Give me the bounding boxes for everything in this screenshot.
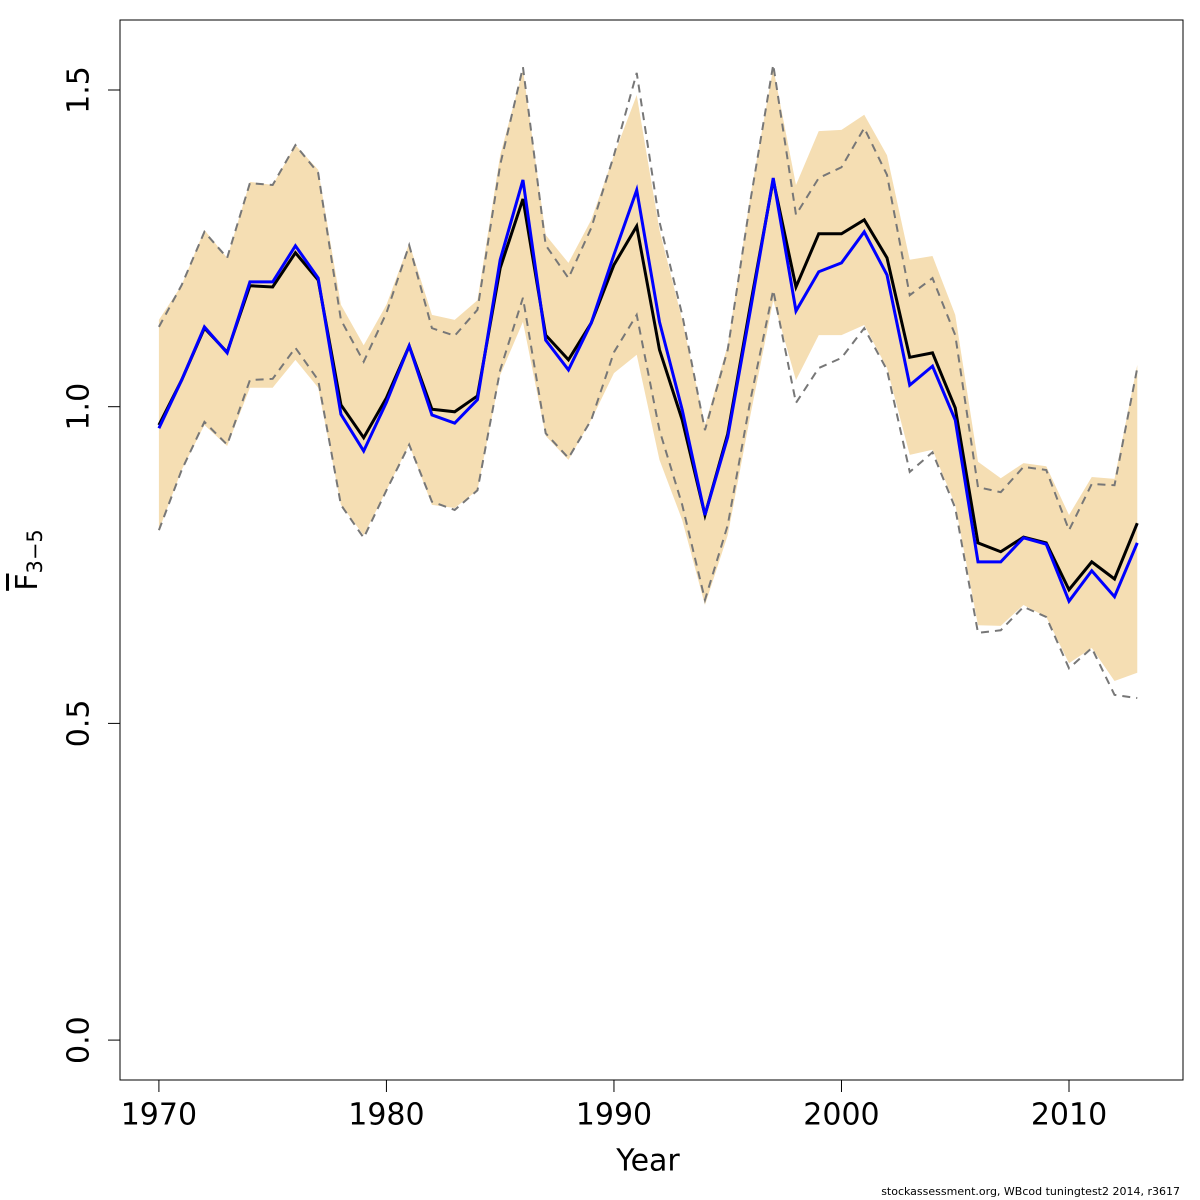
x-tick-label: 2000 bbox=[803, 1098, 879, 1133]
line bbox=[157, 177, 1139, 605]
y-axis-label-sub: 3−5 bbox=[23, 529, 47, 573]
footnote: stockassessment.org, WBcod tuningtest2 2… bbox=[881, 1185, 1180, 1198]
dashed-line bbox=[158, 64, 1139, 533]
y-axis-label-main: F bbox=[10, 574, 45, 591]
x-axis-label: Year bbox=[615, 1144, 680, 1179]
dashed-line bbox=[157, 289, 1138, 700]
y-tick-label: 0.0 bbox=[62, 1016, 97, 1064]
x-tick-label: 1980 bbox=[348, 1098, 424, 1133]
x-tick-label: 2010 bbox=[1031, 1098, 1107, 1133]
y-axis-label: F3−5 bbox=[10, 529, 48, 591]
y-tick-label: 1.5 bbox=[62, 66, 97, 114]
y-tick-label: 1.0 bbox=[62, 383, 97, 431]
y-tick-label: 0.5 bbox=[62, 700, 97, 748]
x-tick-label: 1970 bbox=[121, 1098, 197, 1133]
x-tick-label: 1990 bbox=[576, 1098, 652, 1133]
plot-frame bbox=[119, 19, 1184, 1081]
